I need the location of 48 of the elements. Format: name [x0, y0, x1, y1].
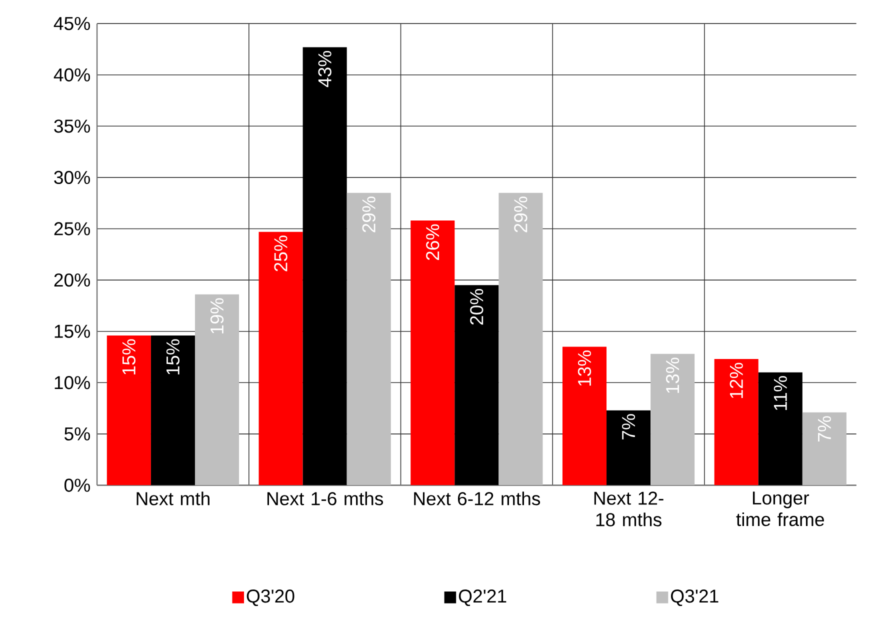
data-label: 13%	[578, 350, 592, 386]
y-tick-label: 45%	[54, 17, 90, 30]
data-label: 19%	[210, 298, 224, 334]
bar	[650, 354, 695, 486]
x-tick-label: Next 1-6 mths	[267, 492, 384, 506]
x-tick-label: Longer time frame	[736, 492, 824, 526]
y-tick-label: 15%	[54, 324, 90, 338]
y-tick-label: 0%	[64, 478, 90, 492]
data-label: 25%	[274, 236, 288, 272]
bar	[410, 220, 455, 486]
bar	[454, 285, 499, 486]
bar	[194, 294, 240, 486]
data-label: 7%	[818, 416, 831, 442]
bar	[714, 359, 758, 486]
data-label: 11%	[774, 376, 787, 410]
data-label: 29%	[514, 196, 528, 232]
data-label: 29%	[362, 196, 376, 232]
bar	[562, 346, 607, 486]
bar	[258, 232, 303, 486]
bar	[606, 410, 651, 486]
legend-label: Q2'21	[458, 590, 506, 606]
y-tick-label: 25%	[54, 222, 90, 236]
bar	[498, 192, 543, 486]
legend-label: Q3'21	[671, 590, 718, 606]
bar	[346, 192, 391, 486]
x-tick-label: Next 12-18 mths	[594, 492, 664, 526]
data-label: 20%	[470, 289, 484, 325]
data-label: 13%	[666, 358, 680, 393]
x-tick-label: Next 6-12 mths	[414, 492, 540, 506]
data-label: 7%	[622, 414, 636, 440]
legend-label: Q3'20	[246, 590, 294, 606]
data-label: 12%	[730, 362, 743, 398]
bar	[150, 336, 195, 486]
data-label: 15%	[166, 339, 180, 374]
bar	[302, 47, 347, 486]
y-tick-label: 20%	[54, 274, 90, 287]
x-tick-label: Next mth	[136, 492, 210, 506]
bar	[802, 412, 846, 486]
data-label: 26%	[426, 224, 440, 260]
bar	[106, 336, 151, 486]
y-tick-label: 30%	[54, 170, 90, 184]
y-tick-label: 40%	[54, 68, 90, 82]
data-label: 15%	[122, 339, 136, 374]
y-tick-label: 5%	[64, 428, 90, 441]
y-tick-label: 35%	[54, 120, 90, 133]
data-label: 43%	[318, 51, 332, 88]
bar	[758, 372, 802, 486]
y-tick-label: 10%	[54, 376, 90, 390]
